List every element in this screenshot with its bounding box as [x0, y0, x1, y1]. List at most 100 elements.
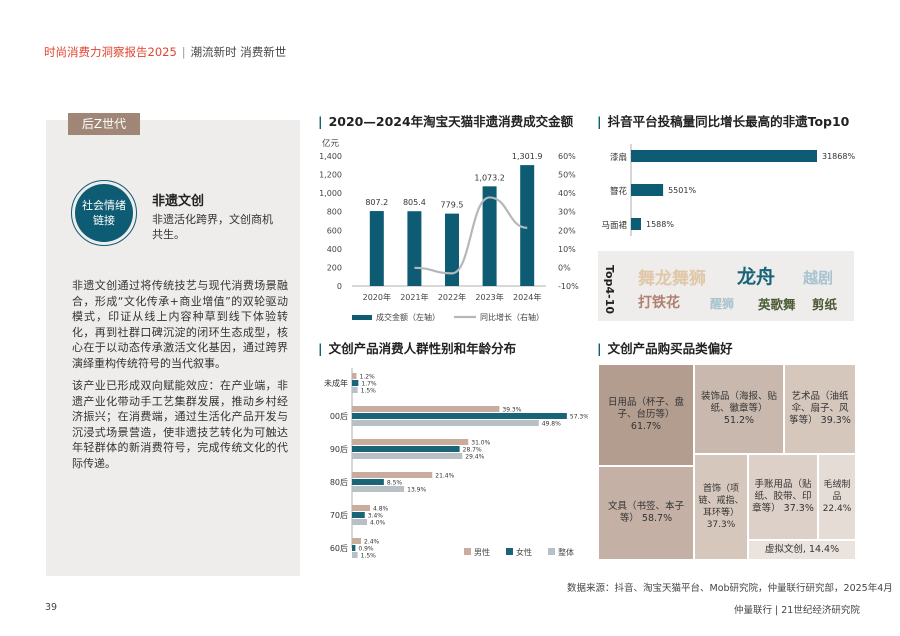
word-xingshi: 醒狮 [710, 297, 735, 311]
gmv-y2-tick: 40% [558, 189, 576, 198]
douyin-bar [631, 218, 641, 230]
gmv-y-tick: 0 [337, 282, 342, 291]
douyin-chart: 漆扇 31868% 簪花 5501% 马面裙 1588% [601, 144, 855, 236]
gmv-value-label: 779.5 [441, 201, 464, 210]
gmv-value-label: 805.4 [403, 198, 426, 207]
section-title-age: | 文创产品消费人群性别和年龄分布 [318, 341, 517, 356]
report-header: 时尚消费力洞察报告2025 | 潮流新时 消费新世 [44, 45, 287, 59]
douyin-value-label: 1588% [646, 220, 674, 229]
age-bar-female [352, 479, 384, 485]
age-bar-overall [352, 387, 358, 393]
word-jianzhi: 剪纸 [812, 297, 838, 312]
gmv-x-tick: 2024年 [513, 292, 541, 302]
douyin-value-label: 5501% [668, 186, 696, 195]
age-bar-male [352, 373, 357, 379]
age-legend-swatch [464, 548, 471, 555]
gmv-legend-amount: 成交金额（左轴） [376, 312, 440, 322]
age-bar-male [352, 538, 361, 544]
gmv-y2-tick: -10% [558, 282, 579, 291]
word-datiehua: 打铁花 [638, 295, 680, 311]
age-bar-female [352, 380, 359, 386]
age-bar-female [352, 413, 567, 419]
theme-circle: 社会情绪链接 [75, 184, 133, 242]
gmv-y2-tick: 0% [558, 263, 571, 272]
gmv-y-tick: 1,400 [319, 152, 342, 161]
age-category: 80后 [330, 477, 348, 487]
gmv-legend-swatch-amount [352, 315, 372, 320]
treemap-cell-decor: 装饰品（海报、贴纸、徽章等） 51.2% [694, 364, 784, 454]
age-bar-overall [352, 420, 539, 426]
age-bar-male [352, 406, 500, 412]
word-yinggewu: 英歌舞 [758, 297, 796, 312]
gmv-bar [482, 186, 497, 286]
feature-description: 非遗活化跨界，文创商机共生。 [152, 213, 273, 241]
data-source: 数据来源：抖音、淘宝天猫平台、Mob研究院，仲量联行研究部，2025年4月 [567, 583, 893, 594]
gmv-y-tick: 1,200 [319, 171, 342, 180]
treemap-cell-stationery: 文具（书签、本子等） 58.7% [598, 466, 694, 560]
age-value-label: 39.3% [502, 407, 521, 414]
wordcloud-label: Top4-10 [603, 265, 616, 315]
gmv-x-tick: 2021年 [400, 292, 428, 302]
gmv-y-tick: 200 [327, 263, 342, 272]
age-value-label: 8.5% [387, 480, 403, 487]
gmv-bar [369, 211, 384, 286]
feature-title: 非遗文创 [152, 194, 205, 209]
gmv-legend-growth: 同比增长（右轴） [480, 312, 544, 322]
gmv-value-label: 807.2 [365, 198, 388, 207]
douyin-value-label: 31868% [822, 152, 855, 161]
gmv-bar [407, 211, 422, 286]
theme-circle-ring [71, 180, 137, 246]
age-value-label: 1.5% [361, 388, 377, 395]
age-category: 未成年 [324, 378, 348, 388]
gmv-y-tick: 600 [327, 226, 342, 235]
age-category: 60后 [330, 543, 348, 553]
age-value-label: 49.8% [542, 421, 561, 428]
age-value-label: 21.4% [435, 473, 454, 480]
age-category: 00后 [330, 411, 348, 421]
word-yueju: 越剧 [803, 269, 834, 287]
douyin-category: 簪花 [610, 186, 628, 197]
age-bar-female [352, 446, 460, 452]
treemap-cell-art: 艺术品（油纸伞、扇子、风筝等） 39.3% [784, 364, 856, 454]
age-legend-label: 女性 [516, 547, 532, 557]
category-treemap: 日用品（杯子、盘子、台历等） 61.7% 文具（书签、本子等） 58.7% 装饰… [598, 364, 856, 560]
age-value-label: 4.8% [373, 506, 389, 513]
gmv-value-label: 1,301.9 [512, 152, 543, 161]
age-bar-female [352, 512, 365, 518]
gmv-y-tick: 400 [327, 245, 342, 254]
treemap-cell-plush: 毛绒制品 22.4% [818, 454, 856, 540]
age-legend-label: 整体 [558, 547, 574, 557]
gmv-x-tick: 2023年 [475, 292, 503, 302]
age-value-label: 13.9% [407, 487, 426, 494]
age-value-label: 4.0% [370, 520, 386, 527]
word-wulongwushi: 舞龙舞狮 [638, 269, 706, 289]
gmv-value-label: 1,073.2 [474, 173, 505, 182]
gmv-y2-tick: 10% [558, 245, 576, 254]
treemap-cell-virtual: 虚拟文创, 14.4% [748, 540, 856, 560]
age-value-label: 1.5% [361, 553, 377, 560]
age-bar-male [352, 505, 370, 511]
gmv-unit-label: 亿元 [322, 138, 340, 149]
age-value-label: 29.4% [465, 454, 484, 461]
generation-tag: 后Z世代 [68, 113, 140, 135]
gmv-y2-tick: 60% [558, 152, 576, 161]
age-bar-male [352, 439, 469, 445]
age-category: 70后 [330, 510, 348, 520]
age-legend-label: 男性 [474, 547, 490, 557]
section-title-category: | 文创产品购买品类偏好 [597, 341, 733, 356]
treemap-cell-handbook: 手账用品（贴纸、胶带、印章等） 37.3% [748, 454, 818, 540]
gmv-bar [520, 165, 535, 286]
age-bar-overall [352, 486, 405, 492]
paragraph-1: 非遗文创通过将传统技艺与现代消费场景融合，形成“文化传承+商业增值”的双轮驱动模… [72, 279, 288, 370]
age-bar-female [352, 545, 356, 551]
age-bar-overall [352, 453, 463, 459]
gmv-y-tick: 800 [327, 208, 342, 217]
gmv-y2-tick: 50% [558, 171, 576, 180]
report-subtitle: 潮流新时 消费新世 [190, 45, 287, 59]
age-bar-overall [352, 552, 358, 558]
age-bar-male [352, 472, 433, 478]
age-value-label: 57.3% [570, 414, 588, 421]
word-longzhou: 龙舟 [737, 266, 776, 288]
theme-circle-label: 社会情绪链接 [82, 199, 126, 227]
age-chart: 未成年1.2%1.7%1.5%00后39.3%57.3%49.8%90后31.0… [324, 368, 588, 560]
